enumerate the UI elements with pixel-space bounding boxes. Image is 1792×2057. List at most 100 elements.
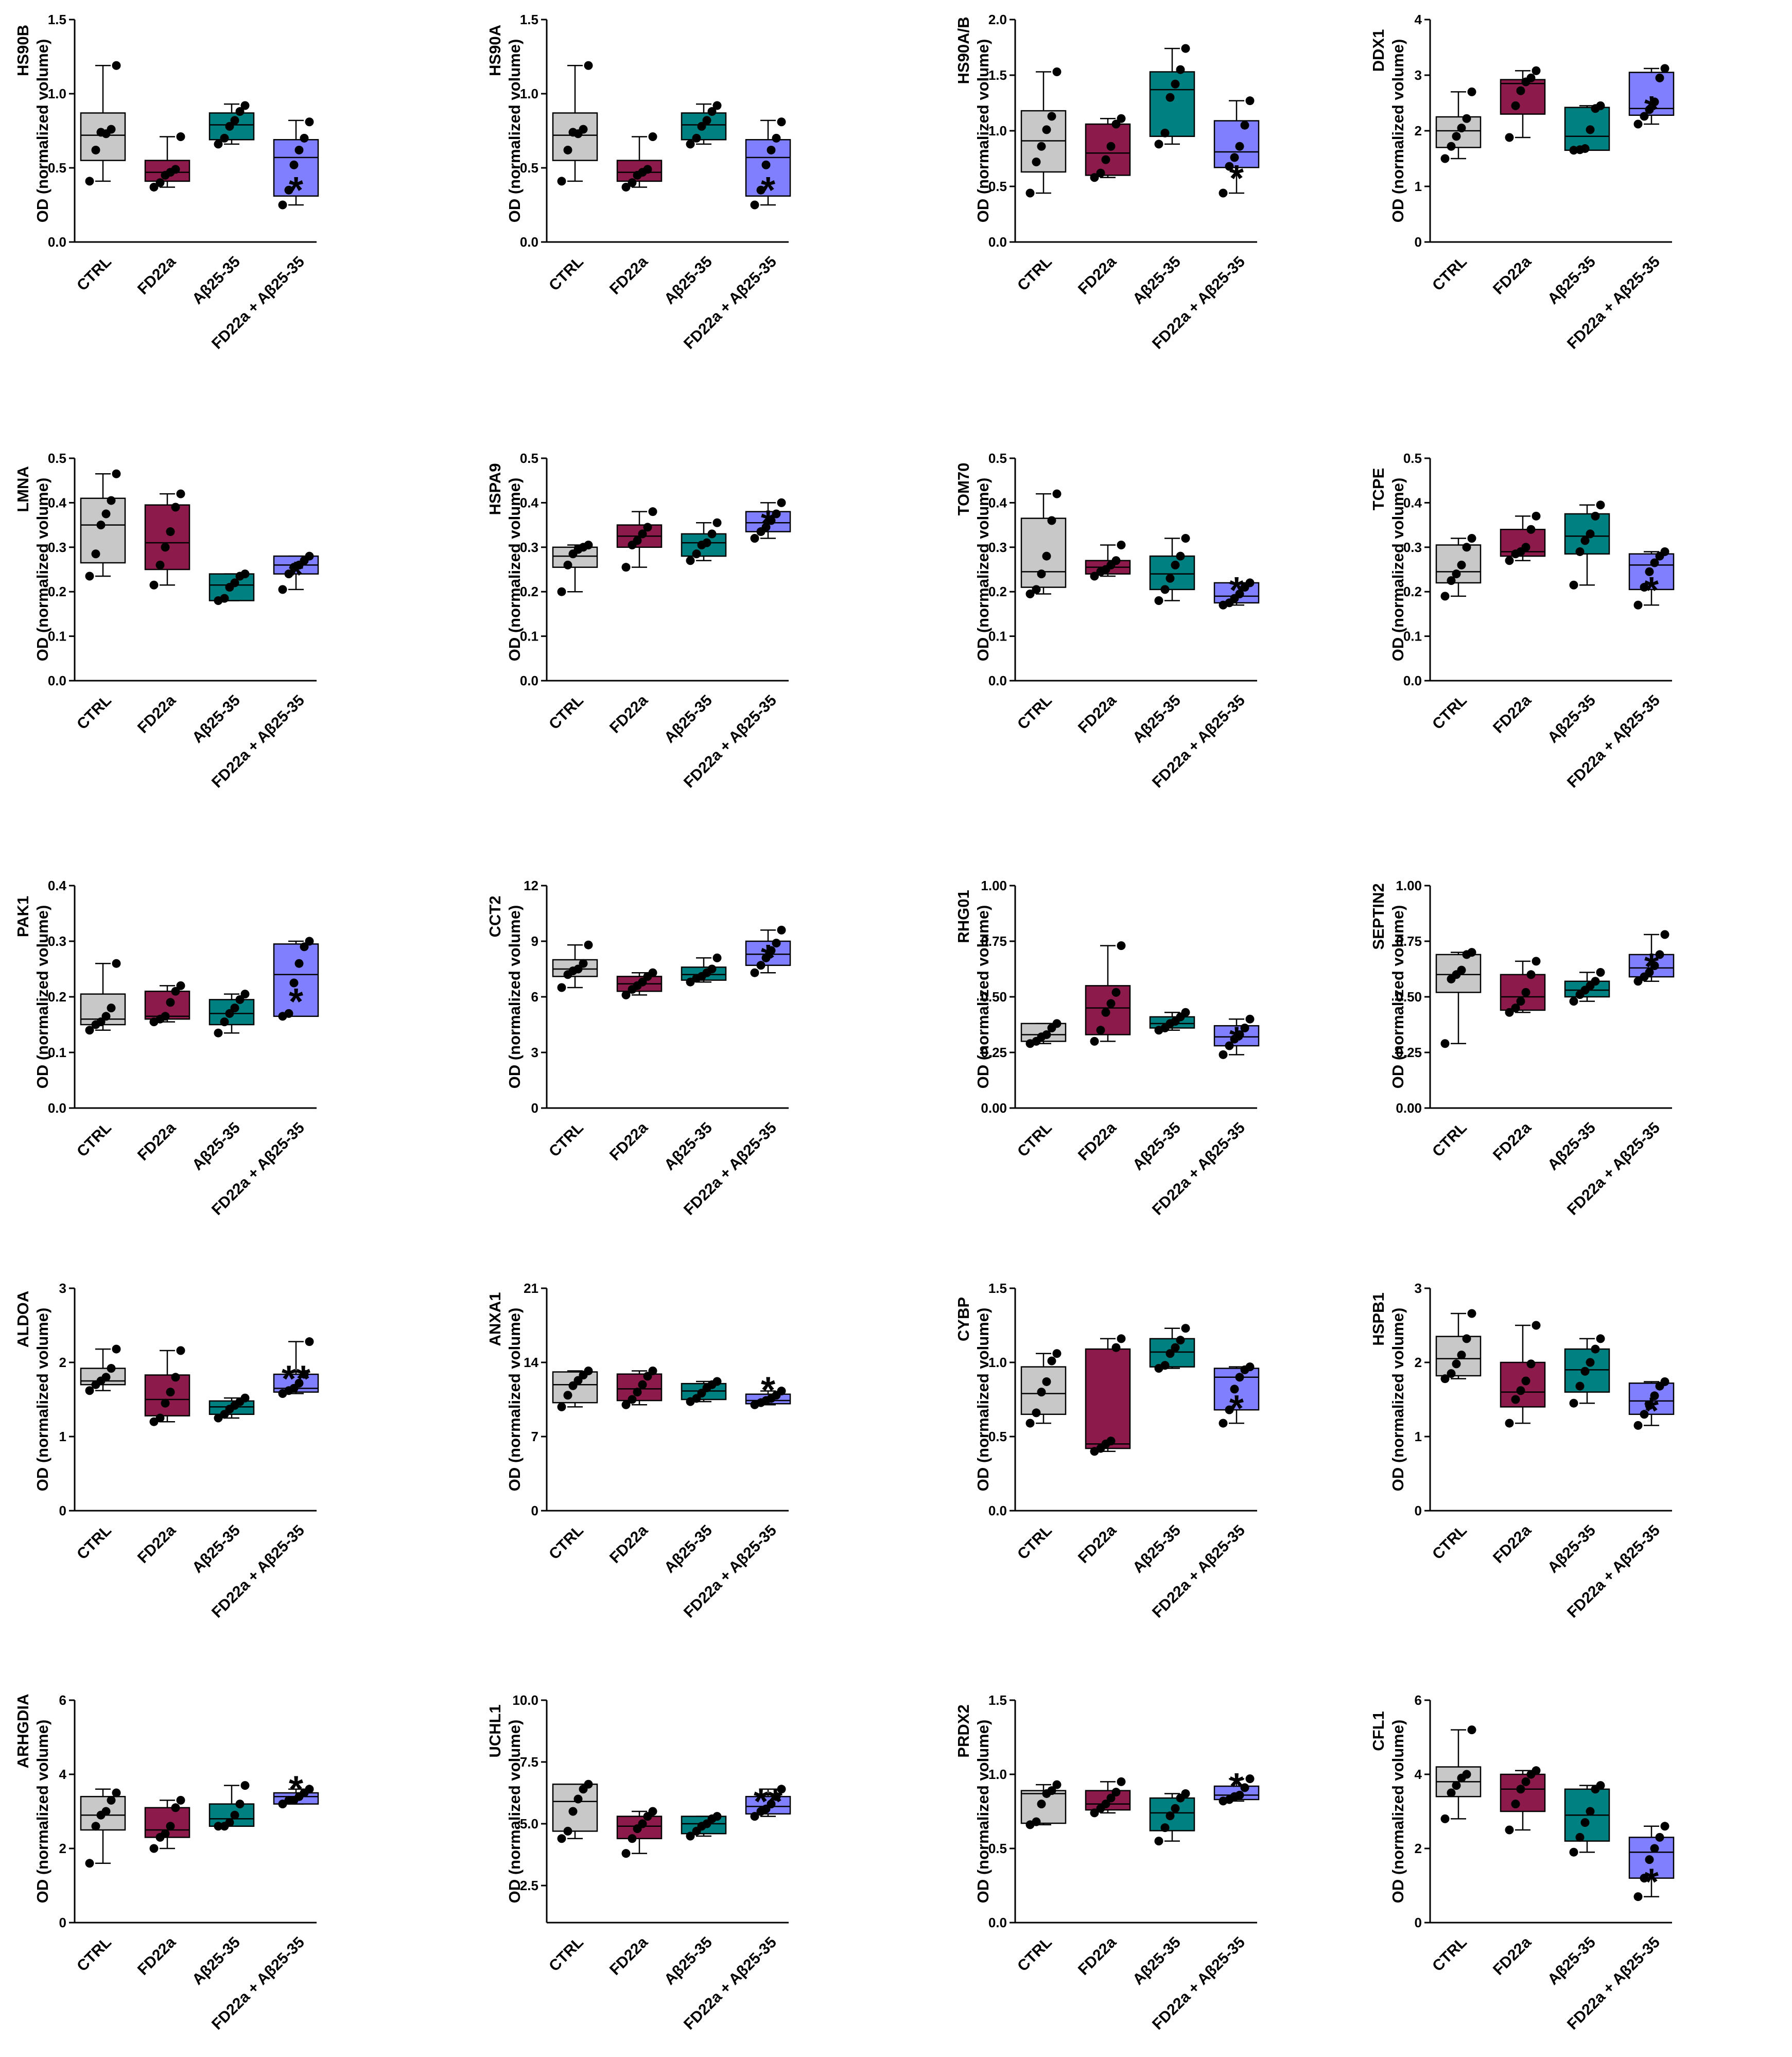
data-point	[1516, 997, 1525, 1006]
data-point	[761, 523, 771, 532]
data-point	[1660, 64, 1669, 73]
data-point	[1660, 547, 1669, 556]
data-point	[1047, 112, 1056, 121]
data-point	[1235, 590, 1244, 599]
x-category-label: Aβ25-35	[1544, 253, 1599, 308]
x-category-label: Aβ25-35	[1129, 1522, 1184, 1577]
data-point	[1457, 560, 1466, 569]
data-point	[1154, 1837, 1163, 1846]
data-point	[155, 1413, 165, 1423]
y-axis-od: OD	[33, 1065, 51, 1089]
data-point	[1245, 96, 1255, 106]
y-tick-label: 0.3	[988, 540, 1007, 555]
data-point	[1117, 941, 1126, 950]
y-tick-label: 2.0	[988, 12, 1007, 27]
data-point	[648, 1807, 657, 1816]
data-point	[300, 1370, 309, 1379]
y-axis-unit: (normalized volume)	[33, 1308, 51, 1467]
data-point	[161, 1012, 170, 1021]
x-category-label: Aβ25-35	[661, 1522, 716, 1577]
y-tick-label: 0.2	[1403, 584, 1422, 599]
data-point	[171, 1373, 180, 1382]
data-point	[1225, 162, 1234, 171]
data-point	[1650, 558, 1659, 567]
data-point	[557, 1402, 566, 1411]
data-point	[1526, 970, 1536, 979]
data-point	[1580, 1367, 1590, 1376]
data-point	[1467, 534, 1476, 543]
data-point	[284, 185, 293, 195]
data-point	[1181, 1789, 1190, 1798]
y-tick-label: 0.0	[988, 1503, 1007, 1518]
data-point	[96, 1017, 106, 1027]
data-point	[1171, 560, 1180, 569]
data-point	[294, 1378, 304, 1388]
data-point	[1245, 1774, 1255, 1784]
y-tick-label: 0.3	[520, 540, 538, 555]
data-point	[1165, 1349, 1175, 1358]
data-point	[628, 178, 637, 187]
data-point	[1645, 1855, 1654, 1864]
y-axis-unit: (normalized volume)	[506, 39, 524, 199]
y-tick-label: 0.75	[1396, 934, 1422, 949]
data-point	[278, 200, 287, 210]
data-point	[96, 521, 106, 530]
y-axis-title: OD (normalized volume)	[506, 1720, 524, 1904]
data-point	[1440, 154, 1450, 163]
data-point	[166, 1822, 175, 1831]
data-point	[1171, 1343, 1180, 1352]
data-point	[1101, 155, 1110, 164]
data-point	[1225, 1405, 1234, 1414]
data-point	[573, 1794, 583, 1804]
y-axis-od: OD	[506, 637, 524, 662]
data-point	[772, 939, 781, 948]
y-axis-title: OD (normalized volume)	[1389, 1720, 1407, 1904]
data-point	[1440, 592, 1450, 601]
data-point	[1505, 1419, 1514, 1428]
data-point	[1452, 569, 1461, 579]
y-tick-label: 0.0	[48, 1100, 66, 1116]
x-category-label: FD22a	[1075, 1119, 1120, 1164]
y-tick-label: 1.0	[988, 123, 1007, 139]
data-point	[692, 549, 701, 559]
y-axis-od: OD	[974, 1879, 992, 1904]
y-axis-od: OD	[506, 1065, 524, 1089]
x-category-label: CTRL	[74, 692, 115, 733]
data-point	[584, 540, 593, 549]
y-axis-od: OD	[506, 1879, 524, 1904]
data-point	[1219, 1050, 1228, 1059]
data-point	[166, 527, 175, 537]
data-point	[633, 536, 642, 545]
y-tick-label: 0.1	[1403, 629, 1422, 644]
data-point	[1165, 93, 1175, 102]
data-point	[225, 1009, 234, 1018]
y-axis-od: OD	[1389, 1065, 1407, 1089]
data-point	[1580, 144, 1590, 153]
y-tick-label: 2	[1415, 123, 1422, 139]
data-point	[1025, 188, 1035, 198]
y-axis-unit: (normalized volume)	[974, 1308, 992, 1467]
data-point	[1505, 556, 1514, 565]
data-point	[1219, 188, 1228, 198]
data-point	[1660, 1377, 1669, 1386]
y-tick-label: 0.5	[988, 451, 1007, 466]
protein-label: ANXA1	[486, 1292, 504, 1346]
data-point	[584, 940, 593, 949]
data-point	[1235, 142, 1244, 151]
y-tick-label: 3	[59, 1281, 66, 1296]
y-tick-label: 0.2	[520, 584, 538, 599]
x-category-label: Aβ25-35	[1129, 692, 1184, 747]
y-axis-title: OD (normalized volume)	[33, 1720, 51, 1904]
protein-label: UCHL1	[486, 1704, 504, 1757]
data-point	[166, 1388, 175, 1397]
y-tick-label: 1	[59, 1429, 66, 1444]
data-point	[1047, 516, 1056, 525]
data-point	[1452, 1781, 1461, 1790]
data-point	[1090, 173, 1099, 182]
y-axis-title: OD (normalized volume)	[1389, 905, 1407, 1089]
data-point	[91, 145, 100, 154]
protein-label: HS90A	[486, 25, 504, 76]
y-tick-label: 3	[1415, 67, 1422, 83]
data-point	[235, 107, 245, 116]
